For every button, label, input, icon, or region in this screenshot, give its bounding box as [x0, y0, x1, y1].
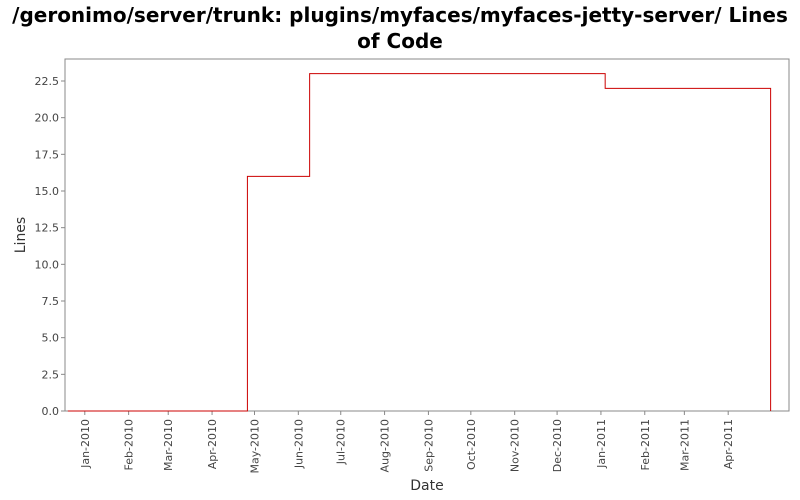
y-tick-label: 7.5	[42, 295, 60, 308]
y-tick-label: 10.0	[35, 258, 60, 271]
x-tick-label: Mar-2010	[162, 419, 175, 471]
plot-area	[64, 58, 790, 412]
x-tick-label: Feb-2011	[639, 419, 652, 470]
y-tick-label: 2.5	[42, 368, 60, 381]
x-tick-label: Mar-2011	[678, 419, 691, 471]
chart-title: /geronimo/server/trunk: plugins/myfaces/…	[12, 3, 788, 53]
x-tick-label: Dec-2010	[551, 419, 564, 472]
x-tick-label: Jan-2010	[79, 419, 92, 469]
x-tick-label: Jan-2011	[595, 419, 608, 469]
y-tick-label: 0.0	[42, 405, 60, 418]
y-tick-label: 17.5	[35, 148, 60, 161]
x-tick-label: Jul-2010	[335, 419, 348, 465]
y-tick-label: 20.0	[35, 112, 60, 125]
y-axis-label: Lines	[13, 217, 29, 253]
x-tick-label: Oct-2010	[465, 419, 478, 470]
x-tick-label: Sep-2010	[422, 419, 435, 472]
x-tick-label: Feb-2010	[123, 419, 136, 470]
series-line	[67, 73, 772, 412]
x-tick-label: Jun-2010	[292, 419, 305, 469]
x-tick-label: Apr-2011	[722, 419, 735, 469]
y-tick-label: 5.0	[42, 332, 60, 345]
x-axis-label: Date	[410, 478, 443, 494]
x-tick-label: May-2010	[248, 419, 261, 474]
x-tick-label: Nov-2010	[509, 419, 522, 472]
x-tick-label: Aug-2010	[379, 419, 392, 472]
x-tick-label: Apr-2010	[206, 419, 219, 469]
y-tick-label: 15.0	[35, 185, 60, 198]
y-tick-label: 22.5	[35, 75, 60, 88]
y-tick-label: 12.5	[35, 222, 60, 235]
